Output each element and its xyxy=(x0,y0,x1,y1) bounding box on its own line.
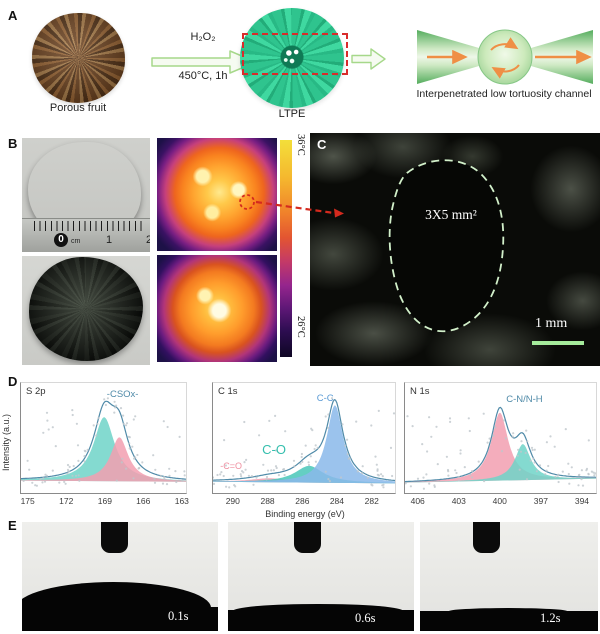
substrate xyxy=(228,610,414,631)
xps-c1s-plot: C 1s C-C C-O -C=O xyxy=(212,382,396,494)
ltpe-photo xyxy=(240,8,344,108)
porous-fruit-photo xyxy=(32,13,125,103)
thermal-image-bottom xyxy=(157,255,277,362)
x-tick-label: 406 xyxy=(410,496,425,506)
transform-arrow-icon xyxy=(351,48,386,70)
pointer-dashed-line xyxy=(255,200,335,215)
scale-bar-label: 1 mm xyxy=(535,316,568,331)
x-tick-label: 397 xyxy=(533,496,548,506)
channel-caption: Interpenetrated low tortuosity channel xyxy=(416,88,592,100)
cross-section-highlight-box xyxy=(242,33,348,75)
colorbar-min-label: 26°C xyxy=(295,316,306,338)
contact-angle-frame-1: 0.1s xyxy=(22,522,218,631)
reagent-label: H₂O₂ xyxy=(190,31,216,43)
condition-label: 450°C, 1h xyxy=(178,70,228,82)
contact-angle-frame-2: 0.6s xyxy=(228,522,414,631)
syringe-needle xyxy=(473,522,500,553)
x-tick-label: 286 xyxy=(295,496,310,506)
circulation-arrow-icon xyxy=(490,37,519,51)
circulation-arrow-icon xyxy=(491,64,520,79)
panel-b-label: B xyxy=(8,136,18,151)
pore-area-annotation: 3X5 mm² xyxy=(425,207,477,222)
pointer-arrowhead-icon xyxy=(334,208,344,218)
porous-fruit-caption: Porous fruit xyxy=(49,102,107,114)
xps-n1s-xticks: 406 403 400 397 394 xyxy=(404,496,597,509)
syringe-needle xyxy=(101,522,128,553)
substrate xyxy=(22,607,218,631)
spectrum-title: N 1s xyxy=(410,386,430,397)
panel-d-label: D xyxy=(8,374,18,389)
ruler-two: 2 xyxy=(146,234,150,246)
x-tick-label: 166 xyxy=(136,496,151,506)
ltpe-caption: LTPE xyxy=(278,108,306,120)
ltpe-cross-section-photo xyxy=(22,256,150,365)
peak-annotation: C-C xyxy=(316,392,334,404)
pore-outline xyxy=(388,159,505,333)
panel-a-label: A xyxy=(8,8,18,23)
x-tick-label: 288 xyxy=(260,496,275,506)
syringe-needle xyxy=(294,522,321,553)
x-tick-label: 172 xyxy=(59,496,74,506)
peak-annotation: C-N/N-H xyxy=(506,394,543,405)
optical-microscope-image: C 3X5 mm² 1 mm xyxy=(310,133,600,366)
xps-n1s-plot: N 1s C-N/N-H xyxy=(404,382,597,494)
xps-c1s: C 1s C-C C-O -C=O 290 288 286 284 282 xyxy=(212,382,396,509)
xps-s2p-xticks: 175 172 169 166 163 xyxy=(20,496,189,509)
timestamp: 0.6s xyxy=(355,611,376,625)
scale-bar xyxy=(532,341,584,345)
channel-illustration xyxy=(417,29,593,85)
xps-c1s-xticks: 290 288 286 284 282 xyxy=(212,496,396,509)
x-tick-label: 394 xyxy=(574,496,590,506)
thermal-blob xyxy=(157,138,277,251)
contact-angle-frame-3: 1.2s xyxy=(420,522,598,631)
ruler: 0 cm 1 2 xyxy=(22,218,150,252)
hot-spot-circle xyxy=(239,194,255,210)
ruler-ticks xyxy=(34,221,146,231)
thermal-blob xyxy=(157,255,277,362)
x-tick-label: 284 xyxy=(329,496,345,506)
panel-e-label: E xyxy=(8,518,17,533)
carbonized-cross-section xyxy=(29,257,143,361)
spectrum-title: C 1s xyxy=(218,386,238,397)
peak-annotation: -C=O xyxy=(220,461,243,472)
xps-s2p-plot: S 2p -CSOx- xyxy=(20,382,187,494)
x-tick-label: 403 xyxy=(451,496,466,506)
peak-annotation: C-O xyxy=(262,442,286,458)
x-tick-label: 400 xyxy=(492,496,507,506)
substrate xyxy=(420,611,598,631)
xps-s2p: S 2p -CSOx- 175 172 169 166 163 xyxy=(20,382,189,509)
spectrum-title: S 2p xyxy=(26,386,46,397)
x-tick-label: 169 xyxy=(97,496,112,506)
x-tick-label: 290 xyxy=(225,496,240,506)
peak-annotation: -CSOx- xyxy=(106,388,139,400)
panel-c-label: C xyxy=(317,137,327,152)
x-tick-label: 175 xyxy=(20,496,35,506)
ltpe-top-photo: 0 cm 1 2 xyxy=(22,138,150,252)
ruler-one: 1 xyxy=(106,234,113,246)
x-tick-label: 163 xyxy=(174,496,189,506)
x-axis-label: Binding energy (eV) xyxy=(265,509,345,519)
ruler-unit: cm xyxy=(71,238,81,245)
thermal-image-top xyxy=(157,138,277,251)
ruler-zero: 0 xyxy=(54,233,68,247)
xps-n1s: N 1s C-N/N-H 406 403 400 397 394 xyxy=(404,382,597,509)
pore-sphere xyxy=(477,29,533,85)
temperature-colorbar xyxy=(280,140,292,357)
x-tick-label: 282 xyxy=(364,496,379,506)
timestamp: 1.2s xyxy=(540,611,561,625)
hot-spot-pointer xyxy=(239,194,344,218)
colorbar-max-label: 36°C xyxy=(295,134,306,156)
timestamp: 0.1s xyxy=(168,609,189,623)
